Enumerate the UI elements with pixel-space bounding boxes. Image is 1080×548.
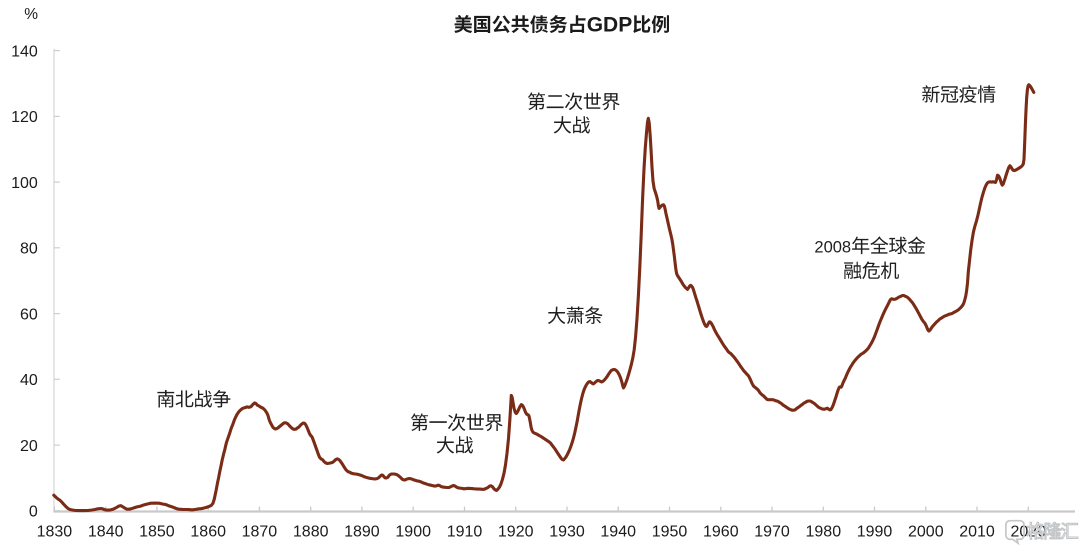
svg-text:1890: 1890: [344, 524, 380, 541]
svg-text:1920: 1920: [498, 524, 534, 541]
svg-text:1830: 1830: [37, 524, 73, 541]
svg-text:140: 140: [11, 43, 38, 60]
svg-text:40: 40: [20, 372, 38, 389]
svg-text:1860: 1860: [190, 524, 226, 541]
svg-text:1960: 1960: [703, 524, 739, 541]
svg-text:GDP: GDP: [587, 13, 633, 36]
svg-text:1880: 1880: [293, 524, 329, 541]
svg-text:2008: 2008: [814, 239, 851, 257]
svg-text:60: 60: [20, 306, 38, 323]
svg-text:1970: 1970: [754, 524, 790, 541]
svg-text:1840: 1840: [88, 524, 124, 541]
svg-text:80: 80: [20, 241, 38, 258]
svg-text:1980: 1980: [806, 524, 842, 541]
svg-text:1850: 1850: [139, 524, 175, 541]
svg-text:1900: 1900: [395, 524, 431, 541]
svg-text:1990: 1990: [857, 524, 893, 541]
svg-text:2010: 2010: [959, 524, 995, 541]
svg-text:1940: 1940: [600, 524, 636, 541]
svg-text:100: 100: [11, 175, 38, 192]
svg-text:1930: 1930: [549, 524, 585, 541]
svg-text:2000: 2000: [908, 524, 944, 541]
svg-text:1910: 1910: [447, 524, 483, 541]
svg-text:120: 120: [11, 109, 38, 126]
svg-text:0: 0: [29, 504, 38, 521]
svg-text:20: 20: [20, 438, 38, 455]
svg-text:1870: 1870: [242, 524, 278, 541]
svg-text:1950: 1950: [652, 524, 688, 541]
svg-text:%: %: [24, 6, 38, 23]
